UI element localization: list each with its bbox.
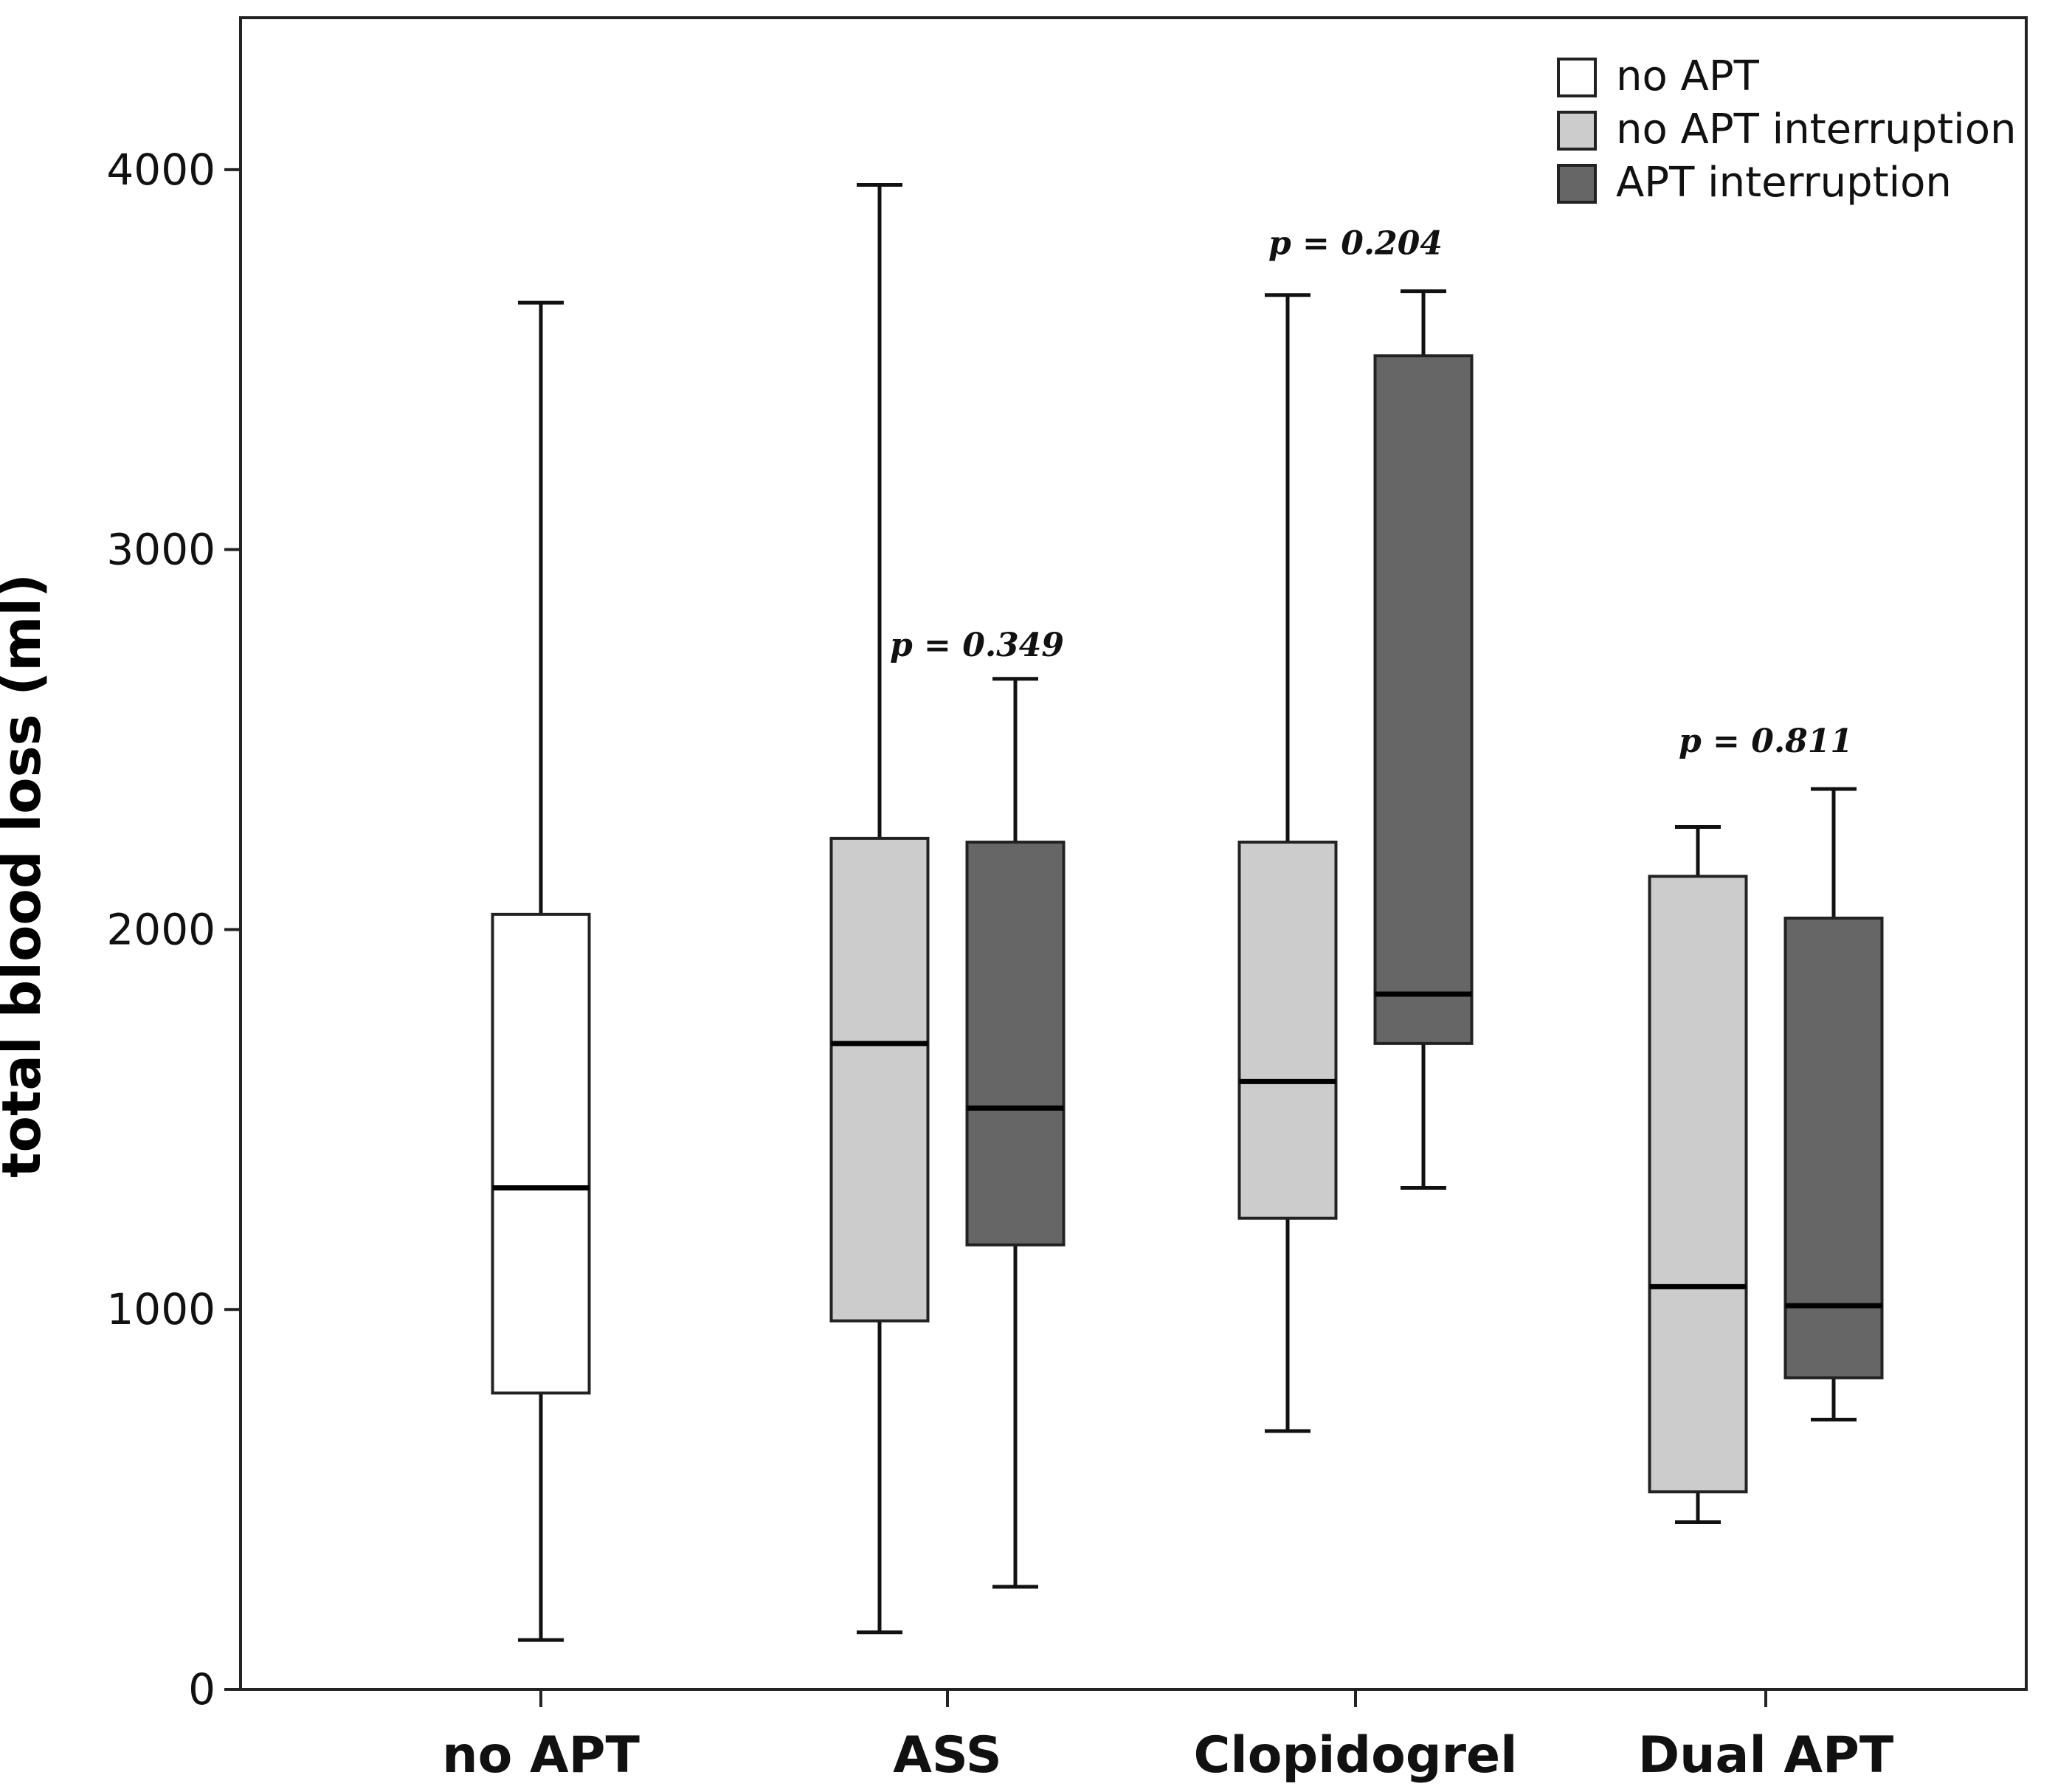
box-no-apt-interruption-dual-apt [1648, 824, 1748, 1524]
p-value-annotation: p = 0.349 [890, 627, 1064, 664]
legend-swatch [1557, 111, 1597, 151]
box-iqr [829, 836, 930, 1323]
box-no-apt-no-apt [491, 300, 591, 1642]
legend-label: no APT interruption [1616, 106, 2016, 154]
legend-label: no APT [1616, 52, 1760, 100]
x-tick-label: Dual APT [1638, 1726, 1894, 1785]
box-no-apt-interruption-ass [829, 183, 930, 1635]
box-apt-interruption-ass [965, 677, 1066, 1589]
plot-frame [239, 16, 2028, 1691]
box-iqr [491, 912, 591, 1395]
y-tick-label: 4000 [106, 145, 215, 195]
x-tick-label: Clopidogrel [1194, 1726, 1518, 1785]
p-value-annotation: p = 0.811 [1679, 723, 1853, 760]
box-apt-interruption-clopidogrel [1373, 289, 1474, 1190]
y-axis-title: total blood loss (ml) [0, 573, 52, 1178]
box-iqr [1648, 875, 1748, 1494]
y-tick-label: 1000 [106, 1284, 215, 1334]
p-value-annotation: p = 0.204 [1268, 225, 1443, 263]
y-tick-label: 2000 [106, 904, 215, 954]
x-tick-label: no APT [442, 1726, 640, 1785]
box-apt-interruption-dual-apt [1783, 787, 1884, 1422]
box-iqr [1237, 841, 1338, 1220]
y-tick-label: 0 [188, 1664, 215, 1714]
box-iqr [1373, 354, 1474, 1045]
x-tick-label: ASS [893, 1726, 1002, 1785]
legend-swatch [1557, 58, 1597, 97]
legend-label: APT interruption [1616, 159, 1952, 207]
box-no-apt-interruption-clopidogrel [1237, 293, 1338, 1433]
y-tick-label: 3000 [106, 525, 215, 575]
legend-swatch [1557, 164, 1597, 204]
box-iqr [1783, 917, 1884, 1379]
box-iqr [965, 841, 1066, 1247]
